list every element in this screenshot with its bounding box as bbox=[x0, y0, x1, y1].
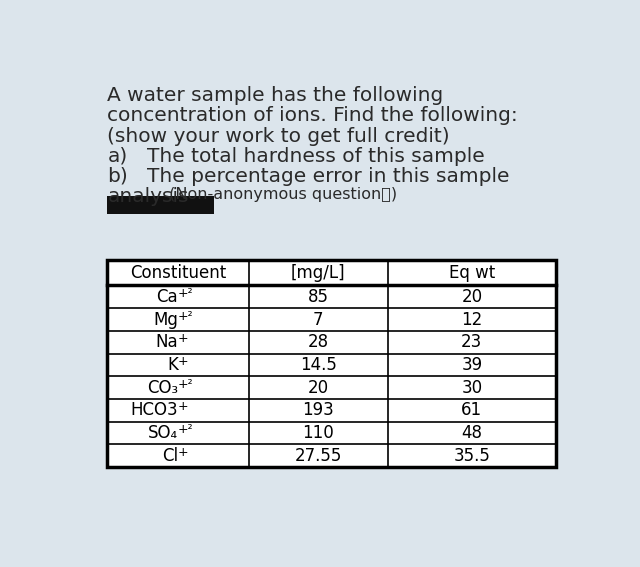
Text: HCO3: HCO3 bbox=[131, 401, 178, 420]
Text: 14.5: 14.5 bbox=[300, 356, 337, 374]
Text: +²: +² bbox=[178, 378, 193, 391]
Text: 20: 20 bbox=[461, 288, 483, 306]
Text: analysis: analysis bbox=[108, 187, 189, 206]
Text: 193: 193 bbox=[302, 401, 334, 420]
Text: 30: 30 bbox=[461, 379, 483, 397]
Text: Eq wt: Eq wt bbox=[449, 264, 495, 282]
Text: concentration of ions. Find the following:: concentration of ions. Find the followin… bbox=[108, 107, 518, 125]
Text: 48: 48 bbox=[461, 424, 483, 442]
Text: a): a) bbox=[108, 147, 127, 166]
Text: [mg/L]: [mg/L] bbox=[291, 264, 346, 282]
Text: (Non-anonymous questionⓘ): (Non-anonymous questionⓘ) bbox=[164, 187, 397, 202]
Text: 20: 20 bbox=[307, 379, 329, 397]
Text: +²: +² bbox=[178, 287, 193, 300]
Text: Cl: Cl bbox=[162, 447, 178, 465]
Text: 39: 39 bbox=[461, 356, 483, 374]
Text: 12: 12 bbox=[461, 311, 483, 328]
Text: 110: 110 bbox=[302, 424, 334, 442]
Text: The percentage error in this sample: The percentage error in this sample bbox=[147, 167, 509, 186]
Text: +: + bbox=[178, 446, 189, 459]
Text: +: + bbox=[178, 332, 189, 345]
Text: +²: +² bbox=[178, 423, 193, 436]
Text: A water sample has the following: A water sample has the following bbox=[108, 86, 444, 105]
Text: +: + bbox=[178, 355, 189, 368]
Text: Mg: Mg bbox=[153, 311, 178, 328]
Text: CO₃: CO₃ bbox=[147, 379, 178, 397]
Text: +: + bbox=[178, 400, 189, 413]
Text: (show your work to get full credit): (show your work to get full credit) bbox=[108, 126, 450, 146]
Text: K: K bbox=[167, 356, 178, 374]
Text: Na: Na bbox=[156, 333, 178, 351]
Text: 61: 61 bbox=[461, 401, 483, 420]
Text: 35.5: 35.5 bbox=[453, 447, 490, 465]
Text: +²: +² bbox=[178, 310, 193, 323]
Text: 7: 7 bbox=[313, 311, 323, 328]
Bar bbox=[108, 260, 556, 467]
Text: b): b) bbox=[108, 167, 128, 186]
Text: 27.55: 27.55 bbox=[294, 447, 342, 465]
Bar bbox=[108, 196, 214, 214]
Text: 23: 23 bbox=[461, 333, 483, 351]
Text: The total hardness of this sample: The total hardness of this sample bbox=[147, 147, 484, 166]
Text: Constituent: Constituent bbox=[130, 264, 226, 282]
Text: 28: 28 bbox=[307, 333, 329, 351]
Text: 85: 85 bbox=[308, 288, 328, 306]
Bar bbox=[108, 260, 556, 467]
Text: Ca: Ca bbox=[156, 288, 178, 306]
Text: SO₄: SO₄ bbox=[148, 424, 178, 442]
